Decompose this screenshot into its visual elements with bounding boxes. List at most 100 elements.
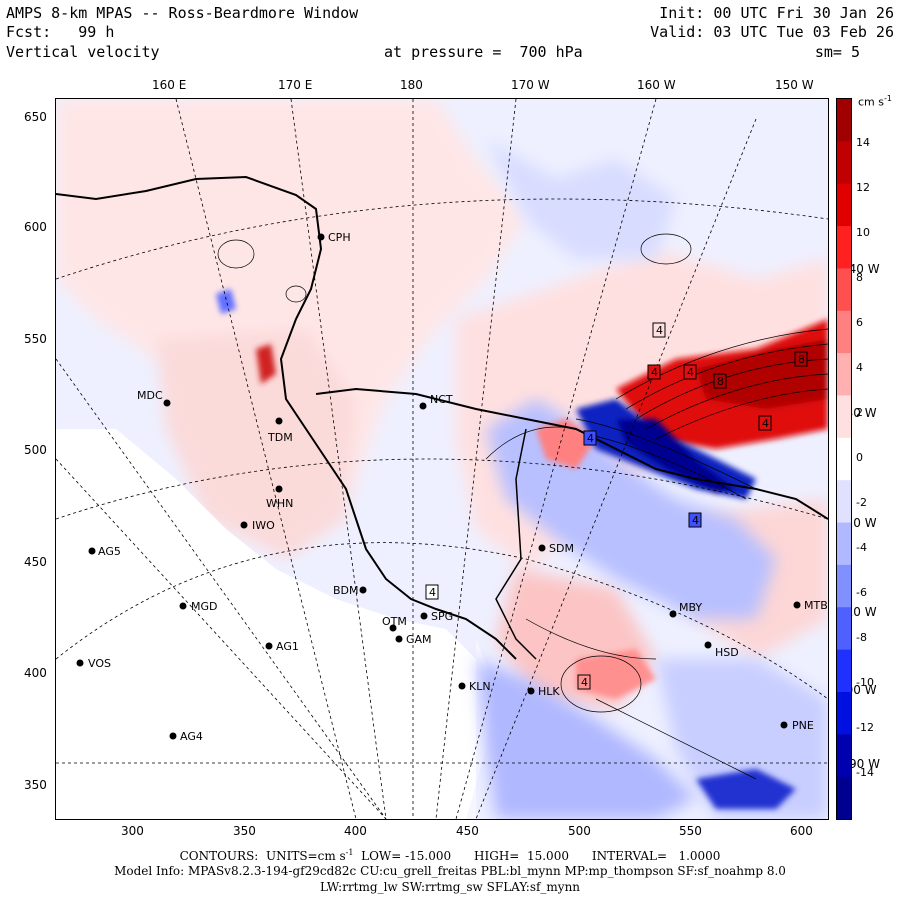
station-label: BDM — [333, 584, 359, 597]
station-label: HSD — [715, 646, 739, 659]
contour-label: 4 — [651, 366, 658, 379]
y-label-500: 500 — [24, 443, 47, 457]
station-label: MGD — [191, 600, 218, 613]
station-label: MTB — [804, 599, 828, 612]
colorbar-band — [837, 99, 851, 142]
forecast-hour: Fcst: 99 h — [6, 23, 115, 41]
station-marker[interactable] — [780, 721, 788, 729]
station-marker[interactable] — [669, 610, 677, 618]
field-name: Vertical velocity — [6, 43, 160, 61]
colorbar-band — [837, 310, 851, 354]
lon-label-180: 180 — [400, 78, 423, 92]
colorbar-tick-label: 0 — [856, 451, 863, 464]
station-label: AG4 — [180, 730, 203, 743]
colorbar-band — [837, 776, 851, 820]
lon-label-170e: 170 E — [278, 78, 313, 92]
colorbar-band — [837, 522, 851, 566]
station-marker[interactable] — [179, 602, 187, 610]
colorbar-tick-label: 6 — [856, 316, 863, 329]
station-marker[interactable] — [458, 682, 466, 690]
colorbar-band — [837, 691, 851, 735]
colorbar-band — [837, 226, 851, 269]
y-label-350: 350 — [24, 778, 47, 792]
colorbar-tick-label: -14 — [856, 766, 874, 779]
x-label-550: 550 — [679, 824, 702, 838]
station-label: CPH — [328, 231, 351, 244]
station-marker[interactable] — [88, 547, 96, 555]
contour-label: 4 — [762, 417, 769, 430]
station-marker[interactable] — [527, 687, 535, 695]
colorbar-tick-label: -2 — [856, 496, 867, 509]
lon-label-150w: 150 W — [775, 78, 814, 92]
colorbar-band — [837, 437, 851, 481]
map-title: AMPS 8-km MPAS -- Ross-Beardmore Window — [6, 4, 359, 22]
colorbar-band — [837, 649, 851, 693]
station-label: AG5 — [98, 545, 121, 558]
station-label: NCT — [430, 393, 453, 406]
y-label-400: 400 — [24, 666, 47, 680]
contour-label: 8 — [717, 375, 724, 388]
colorbar-tick-label: 14 — [856, 136, 870, 149]
colorbar-band — [837, 395, 851, 439]
station-label: TDM — [267, 431, 293, 444]
colorbar-band — [837, 268, 851, 312]
station-marker[interactable] — [359, 586, 367, 594]
station-label: MBY — [679, 601, 702, 614]
station-label: OTM — [382, 615, 407, 628]
colorbar-band — [837, 734, 851, 778]
colorbar-band — [837, 607, 851, 651]
station-marker[interactable] — [419, 402, 427, 410]
colorbar — [836, 98, 852, 820]
lon-label-170w: 170 W — [511, 78, 550, 92]
station-label: MDC — [137, 389, 163, 402]
colorbar-tick-label: -10 — [856, 676, 874, 689]
stations-layer: CPH NCT MDC TDM WHN IWO AG5 SDM BDM MGD … — [76, 231, 828, 743]
station-marker[interactable] — [275, 485, 283, 493]
station-label: KLN — [469, 680, 491, 693]
model-info: Model Info: MPASv8.2.3-194-gf29cd82c CU:… — [114, 864, 786, 878]
velocity-field-svg: 4 4 8 8 4 4 4 4 4 4 CPH NCT M — [56, 99, 828, 819]
colorbar-tick-label: -8 — [856, 631, 867, 644]
contour-label: 4 — [687, 366, 694, 379]
colorbar-tick-label: 2 — [856, 406, 863, 419]
station-label: VOS — [88, 657, 111, 670]
colorbar-tick-label: -12 — [856, 721, 874, 734]
station-label: PNE — [792, 719, 814, 732]
weak-positive-regions — [56, 99, 828, 709]
contour-label: 4 — [692, 514, 699, 527]
colorbar-tick-label: 12 — [856, 181, 870, 194]
station-marker[interactable] — [317, 233, 325, 241]
station-label: SPG — [431, 610, 453, 623]
colorbar-tick-label: -6 — [856, 586, 867, 599]
station-marker[interactable] — [793, 601, 801, 609]
station-label: IWO — [252, 519, 275, 532]
contour-label: 4 — [581, 676, 588, 689]
lon-label-160w: 160 W — [637, 78, 676, 92]
station-marker[interactable] — [169, 732, 177, 740]
x-label-350: 350 — [233, 824, 256, 838]
colorbar-unit: cm s-1 — [858, 94, 892, 109]
contour-label: 4 — [429, 586, 436, 599]
contour-label: 8 — [798, 353, 805, 366]
station-marker[interactable] — [389, 624, 397, 632]
x-label-450: 450 — [456, 824, 479, 838]
land-mask — [56, 429, 476, 819]
colorbar-tick-label: 10 — [856, 226, 870, 239]
station-marker[interactable] — [240, 521, 248, 529]
y-label-650: 650 — [24, 110, 47, 124]
contour-label-group: 4 4 8 8 4 4 4 4 4 4 — [425, 322, 808, 690]
colorbar-band — [837, 353, 851, 396]
station-marker[interactable] — [76, 659, 84, 667]
contour-label: 4 — [587, 432, 594, 445]
station-marker[interactable] — [395, 635, 403, 643]
coastline — [56, 175, 517, 660]
station-marker[interactable] — [163, 399, 171, 407]
station-marker[interactable] — [704, 641, 712, 649]
station-label: AG1 — [276, 640, 299, 653]
colorbar-tick-label: -4 — [856, 541, 867, 554]
station-marker[interactable] — [538, 544, 546, 552]
station-marker[interactable] — [265, 642, 273, 650]
station-marker[interactable] — [420, 612, 428, 620]
station-marker[interactable] — [275, 417, 283, 425]
station-label: GAM — [406, 633, 432, 646]
